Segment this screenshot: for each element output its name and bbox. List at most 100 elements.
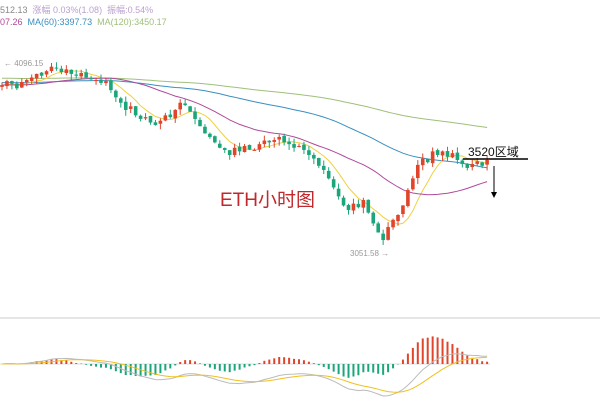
candle-body — [208, 133, 212, 137]
candle-body — [24, 80, 29, 83]
candle-body — [89, 78, 93, 80]
candle-body — [455, 152, 460, 161]
candle-body — [74, 74, 79, 76]
candle-body — [302, 144, 306, 150]
candle-body — [44, 71, 49, 75]
candle-body — [262, 140, 267, 145]
candle-body — [213, 136, 217, 143]
candle-body — [450, 153, 455, 158]
chart-title: ETH小时图 — [220, 189, 315, 211]
price-info-line: 512.13 涨幅 0.03%(1.08) 振幅:0.54% — [0, 3, 158, 16]
candle-body — [138, 115, 143, 119]
candle-body — [153, 122, 158, 126]
candle-body — [15, 83, 19, 89]
candle-body — [59, 68, 64, 73]
candle-body — [292, 144, 296, 148]
macd-dea-line — [1, 356, 488, 393]
header-field: MA(60):3397.73 — [27, 17, 93, 27]
candle-body — [203, 126, 207, 134]
candle-body — [64, 69, 69, 74]
candle-body — [119, 98, 123, 103]
candle-body — [331, 179, 336, 188]
ma-line — [1, 77, 488, 196]
candle-body — [282, 135, 286, 143]
candle-body — [475, 161, 479, 164]
candle-body — [109, 80, 113, 91]
candle-body — [232, 147, 237, 156]
candle-body — [376, 223, 380, 233]
candle-body — [321, 165, 326, 170]
ma-info-line: 07.26 MA(60):3397.73 MA(120):3450.17 — [0, 17, 172, 27]
candle-body — [391, 219, 395, 228]
candle-body — [0, 85, 4, 87]
candle-body — [133, 106, 138, 116]
candle-body — [470, 163, 475, 168]
candle-body — [128, 106, 133, 109]
candle-body — [20, 82, 24, 88]
candle-body — [94, 80, 98, 82]
candle-body — [411, 178, 415, 190]
candle-body — [163, 115, 168, 121]
candle-body — [420, 158, 425, 166]
candle-body — [307, 150, 311, 155]
candle-body — [416, 164, 420, 179]
candle-body — [257, 144, 262, 150]
candle-body — [218, 143, 222, 148]
level-annotation: 3520区域 — [468, 145, 519, 159]
candle-body — [326, 170, 331, 179]
candle-body — [222, 148, 227, 150]
high-price-label: ← 4096.15 — [4, 59, 44, 68]
header-field: 涨幅 0.03%(1.08) — [32, 5, 103, 15]
candle-body — [173, 109, 178, 119]
candle-body — [34, 73, 39, 79]
candle-body — [114, 90, 118, 98]
candle-body — [54, 67, 59, 69]
candle-body — [312, 154, 316, 159]
candle-body — [188, 106, 192, 112]
header-field: 振幅:0.54% — [107, 5, 154, 15]
arrow-down-icon — [491, 192, 497, 198]
candle-body — [277, 136, 281, 140]
candle-body — [401, 205, 405, 215]
candle-body — [193, 111, 197, 119]
candle-body — [198, 119, 202, 127]
candle-body — [272, 140, 277, 142]
candle-body — [445, 151, 450, 157]
candle-body — [440, 151, 445, 156]
candle-body — [39, 72, 44, 76]
candle-body — [29, 77, 34, 81]
candle-body — [371, 212, 376, 224]
candle-body — [5, 81, 9, 87]
candle-body — [242, 145, 247, 152]
candle-body — [178, 102, 182, 110]
candle-body — [346, 204, 351, 210]
header-field: 07.26 — [0, 17, 23, 27]
candle-body — [465, 163, 470, 168]
candle-body — [237, 146, 242, 152]
candle-body — [460, 160, 465, 164]
candle-body — [123, 101, 128, 110]
candle-body — [366, 199, 371, 213]
candle-body — [406, 189, 410, 207]
low-price-label: 3051.58 → — [350, 249, 389, 258]
candle-body — [49, 66, 54, 72]
candle-body — [10, 81, 14, 84]
candle-body — [252, 149, 257, 151]
header-field: MA(120):3450.17 — [97, 17, 167, 27]
candle-body — [485, 160, 489, 165]
candle-body — [84, 72, 88, 78]
candle-body — [361, 200, 366, 208]
candle-body — [480, 162, 484, 166]
candle-body — [148, 115, 153, 123]
candle-body — [99, 79, 103, 83]
candle-body — [430, 151, 435, 164]
candle-body — [168, 114, 173, 118]
candle-body — [158, 120, 163, 124]
candle-body — [317, 157, 321, 166]
candle-body — [435, 150, 440, 155]
header-field: 512.13 — [0, 5, 28, 15]
candle-body — [69, 69, 74, 74]
candle-body — [287, 141, 291, 145]
candle-body — [104, 81, 108, 84]
